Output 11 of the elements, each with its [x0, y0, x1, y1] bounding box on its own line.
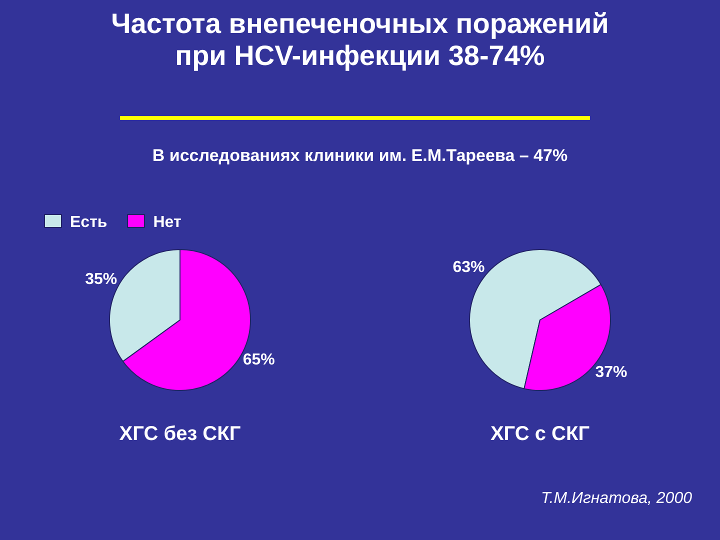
- data-label: 63%: [452, 258, 485, 276]
- legend-label: Нет: [152, 214, 182, 232]
- chart-title: Частота внепеченочных поражений при HCV-инфекции 38-74%: [110, 8, 610, 72]
- data-label: 37%: [595, 364, 628, 381]
- text: Т.М.Игнатова, 2000: [540, 490, 692, 508]
- slice-label: ХГС с СКГ: [489, 423, 591, 446]
- data-label: 35%: [85, 271, 118, 288]
- slice-label: ХГС без СКГ: [118, 423, 242, 446]
- legend-label: Есть: [69, 214, 108, 232]
- chart-subtitle: В исследованиях клиники им. Е.М.Тареева – 47%: [151, 146, 569, 166]
- data-label: 65%: [242, 352, 275, 369]
